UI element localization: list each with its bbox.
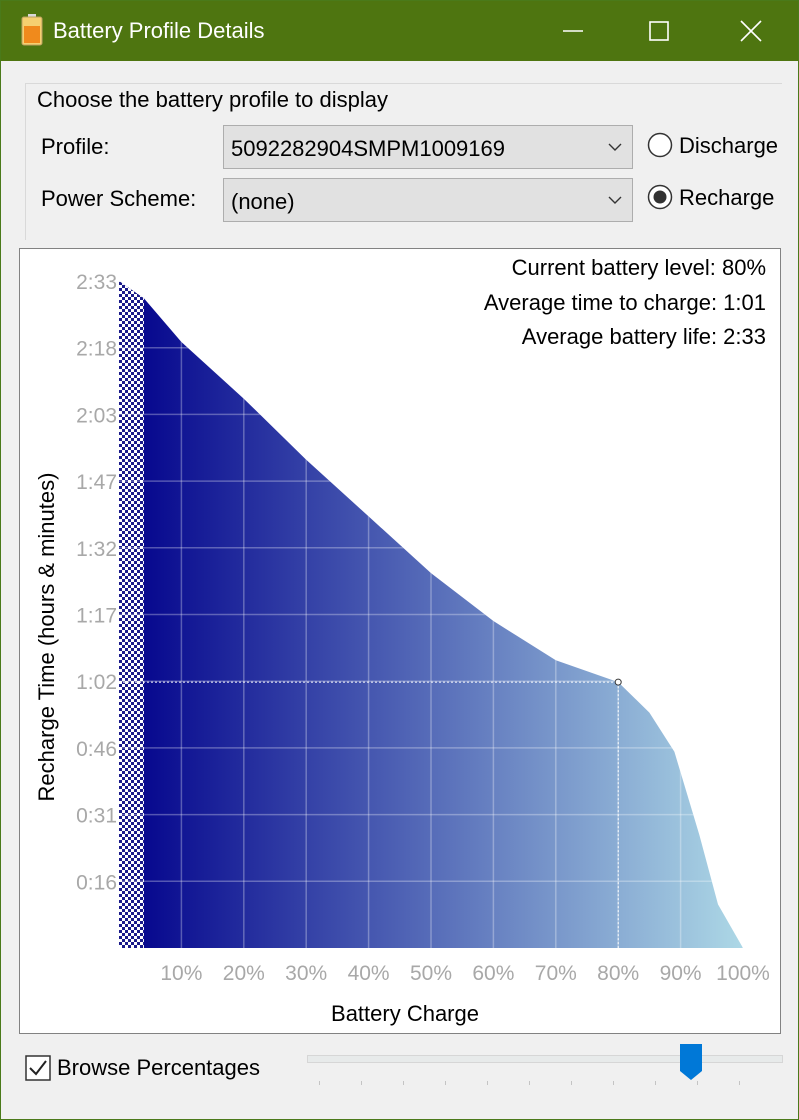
- y-tick-label: 2:18: [76, 338, 117, 361]
- window-title: Battery Profile Details: [53, 18, 265, 43]
- slider-tick: [529, 1081, 530, 1085]
- y-tick-label: 1:47: [76, 471, 117, 494]
- x-tick-label: 70%: [535, 962, 577, 985]
- x-axis-label: Battery Charge: [331, 1001, 479, 1026]
- y-tick-label: 2:03: [76, 404, 117, 427]
- x-tick-label: 30%: [285, 962, 327, 985]
- battery-chart-panel: 0:16 0:31 0:46 1:02 1:17 1:32 1:47 2:03 2:18 2:33…: [19, 248, 781, 1034]
- x-tick-label: 60%: [472, 962, 514, 985]
- slider-tick: [655, 1081, 656, 1085]
- maximize-icon: [649, 21, 669, 41]
- discharge-radio[interactable]: [647, 132, 673, 158]
- close-icon: [740, 20, 762, 42]
- current-level-text: Current battery level: 80%: [512, 255, 766, 280]
- current-level-marker: [614, 678, 622, 686]
- y-tick-label: 1:17: [76, 605, 117, 628]
- x-tick-label: 40%: [348, 962, 390, 985]
- profile-label: Profile:: [41, 134, 110, 159]
- slider-tick: [361, 1081, 362, 1085]
- slider-tick: [571, 1081, 572, 1085]
- avg-life-text: Average battery life: 2:33: [522, 324, 766, 349]
- avg-charge-text: Average time to charge: 1:01: [484, 290, 766, 315]
- slider-tick: [613, 1081, 614, 1085]
- recharge-chart: 0:16 0:31 0:46 1:02 1:17 1:32 1:47 2:03 2:18 2:33…: [34, 255, 770, 1026]
- close-button[interactable]: [707, 1, 795, 61]
- x-tick-label: 20%: [223, 962, 265, 985]
- percentage-slider-track[interactable]: [307, 1055, 783, 1063]
- y-tick-label: 0:31: [76, 805, 117, 828]
- profile-dropdown-value: 5092282904SMPM1009169: [231, 136, 506, 161]
- slider-tick: [697, 1081, 698, 1085]
- y-tick-label: 0:46: [76, 738, 117, 761]
- y-tick-label: 0:16: [76, 871, 117, 894]
- profile-dropdown[interactable]: 5092282904SMPM1009169: [223, 125, 633, 169]
- chevron-down-icon: [608, 143, 622, 151]
- hatched-low-region: [119, 281, 144, 948]
- slider-tick: [319, 1081, 320, 1085]
- browse-percentages-checkbox[interactable]: [25, 1055, 51, 1081]
- y-axis-label: Recharge Time (hours & minutes): [34, 473, 59, 802]
- recharge-area: [119, 281, 743, 948]
- percentage-slider-thumb[interactable]: [679, 1043, 703, 1081]
- y-tick-label: 2:33: [76, 271, 117, 294]
- title-bar: Battery Profile Details: [1, 1, 798, 61]
- profile-group-title: Choose the battery profile to display: [35, 87, 390, 113]
- chevron-down-icon: [608, 196, 622, 204]
- x-tick-label: 90%: [660, 962, 702, 985]
- battery-app-icon: [21, 14, 43, 46]
- discharge-radio-label[interactable]: Discharge: [679, 133, 779, 158]
- recharge-radio-label[interactable]: Recharge: [679, 185, 775, 210]
- slider-tick: [445, 1081, 446, 1085]
- y-tick-label: 1:02: [76, 671, 117, 694]
- y-tick-label: 1:32: [76, 538, 117, 561]
- x-tick-label: 100%: [716, 962, 770, 985]
- x-tick-label: 10%: [160, 962, 202, 985]
- minimize-icon: [563, 30, 583, 32]
- minimize-button[interactable]: [529, 1, 617, 61]
- slider-tick: [487, 1081, 488, 1085]
- power-scheme-dropdown-value: (none): [231, 189, 295, 214]
- recharge-radio[interactable]: [647, 184, 673, 210]
- maximize-button[interactable]: [615, 1, 703, 61]
- x-tick-label: 50%: [410, 962, 452, 985]
- slider-tick: [739, 1081, 740, 1085]
- slider-tick: [403, 1081, 404, 1085]
- browse-percentages-label[interactable]: Browse Percentages: [57, 1055, 260, 1080]
- power-scheme-dropdown[interactable]: (none): [223, 178, 633, 222]
- power-scheme-label: Power Scheme:: [41, 186, 197, 211]
- profile-groupbox: [25, 83, 782, 240]
- x-tick-label: 80%: [597, 962, 639, 985]
